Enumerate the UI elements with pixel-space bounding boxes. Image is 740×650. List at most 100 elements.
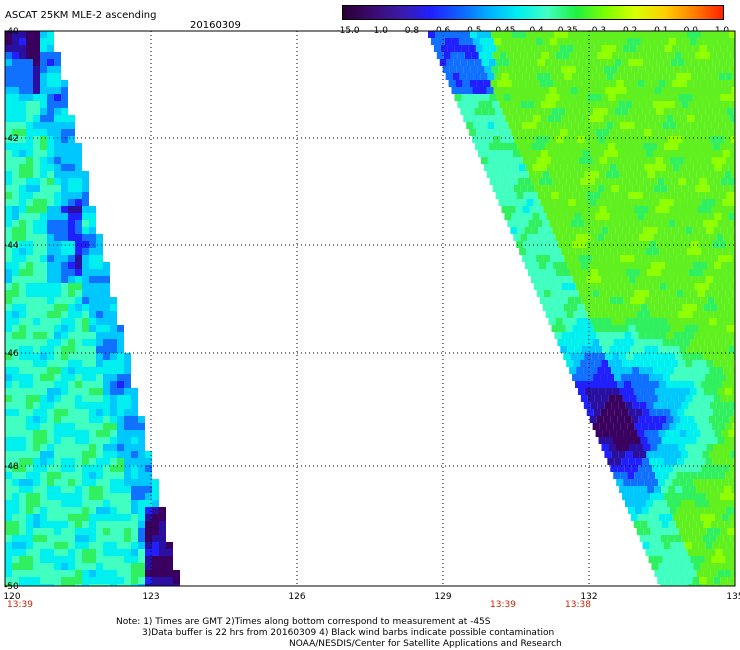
- swath-cell: [578, 290, 586, 297]
- swath-cell: [629, 45, 637, 52]
- swath-cell: [103, 437, 110, 444]
- swath-cell: [12, 248, 19, 255]
- swath-cell: [668, 486, 676, 493]
- swath-cell: [636, 528, 644, 535]
- swath-cell: [707, 563, 715, 570]
- swath-cell: [704, 122, 712, 129]
- swath-cell: [703, 388, 711, 395]
- swath-cell: [684, 276, 692, 283]
- swath-cell: [96, 542, 103, 549]
- swath-cell: [68, 472, 75, 479]
- swath-cell: [554, 283, 562, 290]
- swath-cell: [519, 199, 527, 206]
- swath-cell: [640, 437, 648, 444]
- swath-cell: [26, 213, 33, 220]
- swath-cell: [585, 290, 593, 297]
- swath-cell: [519, 150, 527, 157]
- swath-cell: [611, 451, 619, 458]
- swath-cell: [621, 108, 629, 115]
- swath-cell: [632, 185, 640, 192]
- swath-cell: [493, 87, 501, 94]
- swath-cell: [33, 297, 40, 304]
- swath-cell: [26, 290, 33, 297]
- swath-cell: [628, 241, 636, 248]
- swath-cell: [635, 59, 643, 66]
- swath-cell: [721, 479, 729, 486]
- swath-cell: [631, 416, 639, 423]
- swath-cell: [12, 500, 19, 507]
- swath-cell: [725, 206, 733, 213]
- swath-cell: [730, 101, 735, 108]
- swath-cell: [554, 199, 562, 206]
- swath-cell: [558, 325, 566, 332]
- swath-cell: [40, 493, 47, 500]
- swath-cell: [594, 311, 602, 318]
- swath-cell: [588, 80, 596, 87]
- swath-cell: [576, 269, 584, 276]
- swath-cell: [548, 234, 556, 241]
- swath-cell: [731, 437, 735, 444]
- swath-cell: [19, 430, 26, 437]
- swath-cell: [622, 311, 630, 318]
- swath-cell: [627, 255, 635, 262]
- swath-cell: [19, 297, 26, 304]
- swath-cell: [19, 346, 26, 353]
- swath-cell: [701, 199, 709, 206]
- swath-cell: [61, 115, 68, 122]
- swath-cell: [82, 388, 89, 395]
- swath-cell: [725, 255, 733, 262]
- swath-cell: [633, 353, 641, 360]
- swath-cell: [682, 437, 690, 444]
- swath-cell: [653, 402, 661, 409]
- swath-cell: [12, 213, 19, 220]
- swath-cell: [553, 164, 561, 171]
- swath-cell: [26, 332, 33, 339]
- swath-cell: [651, 129, 659, 136]
- swath-cell: [528, 220, 536, 227]
- swath-cell: [700, 479, 708, 486]
- swath-cell: [679, 563, 687, 570]
- swath-cell: [68, 535, 75, 542]
- swath-cell: [5, 388, 12, 395]
- swath-cell: [704, 507, 712, 514]
- swath-cell: [574, 297, 582, 304]
- swath-cell: [674, 367, 682, 374]
- swath-cell: [117, 409, 124, 416]
- swath-cell: [518, 129, 526, 136]
- swath-cell: [54, 262, 61, 269]
- swath-cell: [653, 101, 661, 108]
- swath-cell: [89, 297, 96, 304]
- swath-cell: [621, 409, 629, 416]
- swath-cell: [659, 199, 667, 206]
- swath-cell: [672, 129, 680, 136]
- swath-cell: [61, 192, 68, 199]
- swath-cell: [600, 108, 608, 115]
- swath-cell: [610, 199, 618, 206]
- swath-cell: [710, 486, 718, 493]
- swath-cell: [675, 437, 683, 444]
- swath-cell: [704, 290, 712, 297]
- swath-cell: [715, 150, 723, 157]
- swath-cell: [12, 304, 19, 311]
- swath-cell: [435, 31, 442, 38]
- swath-cell: [173, 577, 180, 584]
- swath-cell: [714, 346, 722, 353]
- swath-cell: [658, 262, 666, 269]
- swath-cell: [124, 360, 131, 367]
- swath-cell: [578, 206, 586, 213]
- swath-cell: [19, 395, 26, 402]
- swath-cell: [610, 150, 618, 157]
- swath-cell: [692, 45, 700, 52]
- swath-cell: [19, 374, 26, 381]
- swath-cell: [61, 381, 68, 388]
- swath-cell: [706, 577, 714, 584]
- swath-cell: [40, 346, 47, 353]
- swath-cell: [644, 479, 652, 486]
- swath-cell: [54, 115, 61, 122]
- swath-cell: [19, 486, 26, 493]
- swath-cell: [695, 234, 703, 241]
- swath-cell: [661, 521, 669, 528]
- swath-cell: [40, 430, 47, 437]
- swath-cell: [726, 458, 734, 465]
- swath-cell: [648, 206, 656, 213]
